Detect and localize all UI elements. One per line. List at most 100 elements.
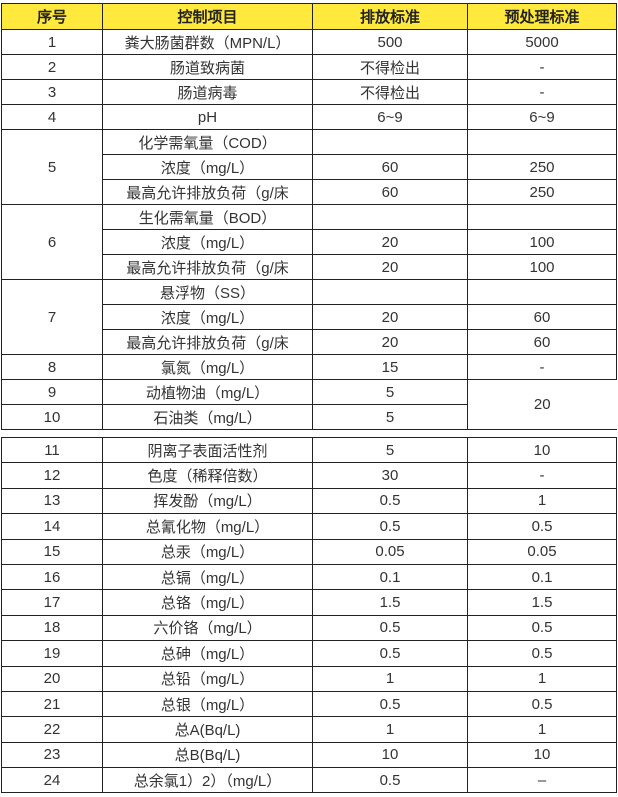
discharge-cell: 0.5 (312, 767, 468, 794)
table-row: 10 石油类（mg/L） 5 (1, 404, 617, 430)
header-discharge: 排放标准 (312, 3, 468, 30)
item-cell: pH (102, 104, 313, 130)
table-row: 17 总铬（mg/L） 1.5 1.5 (1, 589, 617, 616)
seq-cell: 22 (1, 716, 103, 743)
discharge-cell: 10 (312, 741, 468, 769)
table-row: 24 总余氯1）2）（mg/L） 0.5– (1, 767, 617, 794)
item-cell: 最高允许排放负荷（g/床 (102, 179, 313, 205)
item-cell: 生化需氧量（BOD） (102, 204, 313, 230)
seq-cell: 24 (1, 767, 103, 794)
table-row: 8 氯氮（mg/L） 15- (1, 354, 617, 380)
pretreatment-cell: 250 (467, 179, 617, 205)
item-cell: 最高允许排放负荷（g/床 (102, 329, 313, 355)
discharge-cell: 15 (312, 354, 468, 380)
table-row: 最高允许排放负荷（g/床 20 60 (2, 329, 617, 355)
seq-cell: 8 (1, 354, 103, 380)
item-cell: 总铬（mg/L） (102, 589, 313, 616)
discharge-cell: 20 (312, 329, 468, 355)
seq-cell: 5 (1, 129, 103, 205)
pretreatment-cell: 10 (467, 741, 617, 769)
discharge-cell (312, 279, 468, 305)
pretreatment-cell: 5000 (467, 29, 617, 55)
seq-cell: 18 (1, 614, 103, 642)
pretreatment-cell-merged: 20 (467, 379, 617, 430)
item-cell: 总氰化物（mg/L） (102, 513, 313, 540)
pretreatment-cell: 0.5 (467, 690, 617, 718)
table-row: 6 生化需氧量（BOD） (1, 204, 617, 280)
pretreatment-cell: 0.5 (467, 640, 617, 667)
seq-cell: 15 (1, 538, 103, 565)
pretreatment-cell: 0.5 (467, 513, 617, 540)
table-row: 最高允许排放负荷（g/床 60 250 (2, 179, 617, 205)
table-row: 1 粪大肠菌群数（MPN/L） 500 5000 (1, 29, 617, 55)
discharge-cell: 60 (312, 179, 468, 205)
item-cell: 色度（稀释倍数） (102, 462, 313, 489)
item-cell: 六价铬（mg/L） (102, 614, 313, 642)
table-row: 21 总银（mg/L） 0.5 0.5 (1, 690, 617, 718)
seq-cell: 7 (1, 279, 103, 355)
item-cell: 化学需氧量（COD） (102, 129, 313, 155)
seq-cell: 19 (1, 640, 103, 667)
pretreatment-cell (467, 279, 617, 305)
pretreatment-cell: - (467, 462, 617, 489)
item-cell: 氯氮（mg/L） (102, 354, 313, 380)
table-row: 浓度（mg/L） 20 60 (2, 304, 617, 330)
item-cell: 总砷（mg/L） (102, 640, 313, 667)
table-row: 11 阴离子表面活性剂 5 10 (1, 436, 617, 464)
discharge-cell: 5 (312, 436, 468, 464)
seq-cell: 10 (1, 404, 103, 430)
table-row: 12 色度（稀释倍数） 30- (1, 462, 617, 489)
seq-cell: 9 (1, 379, 103, 405)
discharge-cell (312, 204, 468, 230)
discharge-cell: 0.1 (312, 563, 468, 591)
discharge-cell: 0.05 (312, 538, 468, 565)
discharge-cell: 20 (312, 304, 468, 330)
pretreatment-cell: 1 (467, 716, 617, 743)
discharge-cell: 0.5 (312, 614, 468, 642)
item-cell: 浓度（mg/L） (102, 154, 313, 180)
item-cell: 浓度（mg/L） (102, 304, 313, 330)
item-cell: 总银（mg/L） (102, 690, 313, 718)
item-cell: 肠道病毒 (102, 79, 313, 105)
item-cell: 石油类（mg/L） (102, 404, 313, 430)
pretreatment-cell: 60 (467, 304, 617, 330)
pretreatment-cell: 1 (467, 665, 617, 692)
pretreatment-cell: - (467, 54, 617, 80)
discharge-cell: 0.5 (312, 640, 468, 667)
item-cell: 总镉（mg/L） (102, 563, 313, 591)
table-row: 15 总汞（mg/L） 0.05 0.05 (1, 538, 617, 565)
table-row: 浓度（mg/L） 60 250 (2, 154, 617, 180)
item-cell: 总汞（mg/L） (102, 538, 313, 565)
header-row: 序号 控制项目 排放标准 预处理标准 (1, 3, 617, 30)
pretreatment-cell: 60 (467, 329, 617, 355)
pretreatment-cell: 1 (467, 487, 617, 515)
table-row: 3 肠道病毒 不得检出 - (1, 79, 617, 105)
table-row: 最高允许排放负荷（g/床 20 100 (2, 254, 617, 280)
item-cell: 总余氯1）2）（mg/L） (102, 767, 313, 794)
item-cell: 悬浮物（SS） (102, 279, 313, 305)
standards-table-part-1: 序号 控制项目 排放标准 预处理标准 1 粪大肠菌群数（MPN/L） 500 5000… (1, 3, 617, 430)
table-row: 13 挥发酚（mg/L） 0.5 1 (1, 487, 617, 515)
item-cell: 最高允许排放负荷（g/床 (102, 254, 313, 280)
table-row: 18 六价铬（mg/L） 0.5 0.5 (1, 614, 617, 642)
discharge-cell: 0.5 (312, 513, 468, 540)
table-row: 7 悬浮物（SS） (1, 279, 617, 355)
item-cell: 阴离子表面活性剂 (102, 436, 313, 464)
discharge-cell: 0.5 (312, 487, 468, 515)
seq-cell: 3 (1, 79, 103, 105)
discharge-cell: 20 (312, 229, 468, 255)
seq-cell: 21 (1, 690, 103, 718)
pretreatment-cell: 10 (467, 436, 617, 464)
discharge-cell: 不得检出 (312, 79, 468, 105)
table-row: 22 总A(Bq/L) 1 1 (1, 716, 617, 743)
seq-cell: 17 (1, 589, 103, 616)
discharge-cell: 1 (312, 716, 468, 743)
seq-cell: 14 (1, 513, 103, 540)
table-row: 9 动植物油（mg/L） 5 20 (1, 379, 617, 430)
header-item: 控制项目 (102, 3, 313, 30)
item-cell: 总A(Bq/L) (102, 716, 313, 743)
table-row: 浓度（mg/L） 20 100 (2, 229, 617, 255)
pretreatment-cell: 6~9 (467, 104, 617, 130)
discharge-cell: 5 (312, 379, 468, 405)
seq-cell: 4 (1, 104, 103, 130)
